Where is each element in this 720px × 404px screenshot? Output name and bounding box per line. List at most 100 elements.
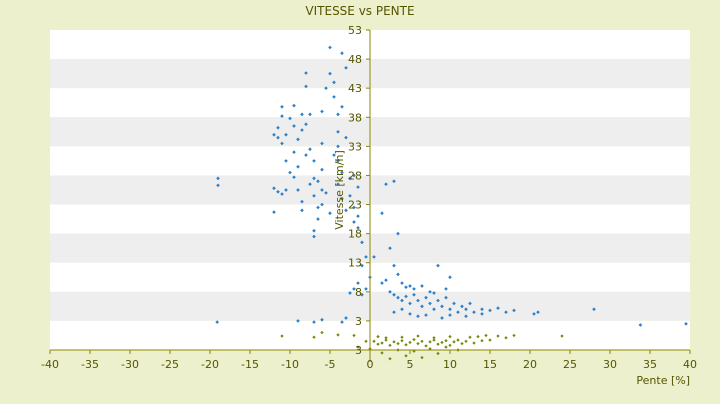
data-point — [432, 291, 436, 295]
data-point — [296, 319, 300, 323]
data-point — [404, 294, 408, 299]
data-point — [312, 193, 316, 198]
x-tick-label: 25 — [563, 358, 577, 371]
y-tick-label: 48 — [348, 53, 362, 66]
data-point — [412, 287, 416, 291]
data-point — [352, 205, 356, 210]
data-point — [312, 176, 316, 181]
data-point — [480, 312, 484, 316]
data-point — [428, 289, 432, 294]
data-point — [396, 295, 400, 300]
x-tick-label: -40 — [41, 358, 59, 371]
data-point — [316, 217, 320, 221]
data-point — [436, 298, 440, 303]
data-point — [280, 192, 284, 196]
data-point — [504, 310, 508, 315]
y-tick-label: 53 — [348, 24, 362, 37]
data-point — [300, 112, 304, 117]
data-point — [296, 188, 300, 192]
data-point — [280, 114, 284, 118]
data-point — [388, 246, 392, 251]
data-point — [312, 228, 316, 233]
data-point — [320, 141, 324, 146]
data-point — [288, 170, 292, 175]
data-point — [304, 122, 308, 127]
data-point — [340, 104, 344, 109]
data-point — [444, 295, 448, 300]
data-point — [532, 312, 536, 316]
data-point — [488, 308, 492, 313]
data-point — [320, 188, 324, 192]
data-point — [440, 304, 444, 309]
x-axis-ticks: -40 -35 -30 -25 -20 -15 -10 -5 0 5 10 15 20 25 30 35 40 — [41, 350, 697, 371]
data-point — [316, 205, 320, 210]
data-point — [356, 225, 360, 230]
x-tick-label: 40 — [683, 358, 697, 371]
data-point — [364, 255, 368, 259]
x-tick-label: 0 — [367, 358, 374, 371]
data-point — [356, 214, 360, 219]
data-point — [344, 135, 348, 140]
data-point — [284, 188, 288, 192]
data-point — [300, 208, 304, 213]
data-point-secondary — [560, 334, 564, 338]
x-axis-label: Pente [%] — [636, 374, 690, 387]
data-point — [360, 292, 364, 297]
x-tick-label: -30 — [121, 358, 139, 371]
data-point — [308, 147, 312, 152]
data-point — [396, 272, 400, 277]
data-point-secondary — [436, 351, 440, 356]
data-point — [328, 211, 332, 216]
data-point — [460, 304, 464, 309]
data-point — [384, 278, 388, 283]
data-point-secondary — [380, 351, 384, 355]
data-point — [308, 112, 312, 117]
data-point — [536, 310, 540, 315]
data-point — [380, 211, 384, 216]
data-point — [276, 189, 280, 194]
data-point — [464, 307, 468, 312]
data-point — [288, 116, 292, 121]
data-point — [304, 84, 308, 89]
data-point — [340, 196, 344, 201]
data-point — [340, 320, 344, 324]
x-tick-label: -5 — [325, 358, 336, 371]
data-point — [360, 263, 364, 268]
data-point — [316, 179, 320, 184]
data-point — [496, 306, 500, 310]
data-point — [424, 313, 428, 317]
data-point — [436, 263, 440, 268]
data-point — [456, 310, 460, 315]
data-point — [400, 307, 404, 312]
data-point — [392, 310, 396, 315]
y-tick-label: 28 — [348, 169, 362, 182]
x-tick-label: -35 — [81, 358, 99, 371]
data-point — [408, 312, 412, 316]
data-point — [420, 284, 424, 288]
y-tick-label: 8 — [355, 286, 362, 299]
data-point — [216, 176, 220, 181]
y-axis-label: Vitesse [km/h] — [333, 150, 346, 230]
data-point — [400, 298, 404, 303]
data-point — [300, 199, 304, 204]
data-point — [352, 173, 356, 178]
y-tick-label: 33 — [348, 140, 362, 153]
data-point — [336, 159, 340, 163]
chart-title: VITESSE vs PENTE — [305, 4, 414, 18]
x-tick-label: 30 — [603, 358, 617, 371]
data-point — [336, 144, 340, 149]
data-point — [372, 255, 376, 259]
data-point — [512, 308, 516, 313]
x-tick-label: -20 — [201, 358, 219, 371]
data-point — [344, 208, 348, 213]
data-point — [272, 186, 276, 191]
data-point — [448, 275, 452, 280]
data-point — [388, 289, 392, 294]
data-point — [320, 202, 324, 207]
data-point — [348, 193, 352, 198]
data-point — [392, 263, 396, 268]
data-point — [468, 301, 472, 306]
data-point-secondary — [388, 357, 392, 361]
data-point — [336, 112, 340, 117]
